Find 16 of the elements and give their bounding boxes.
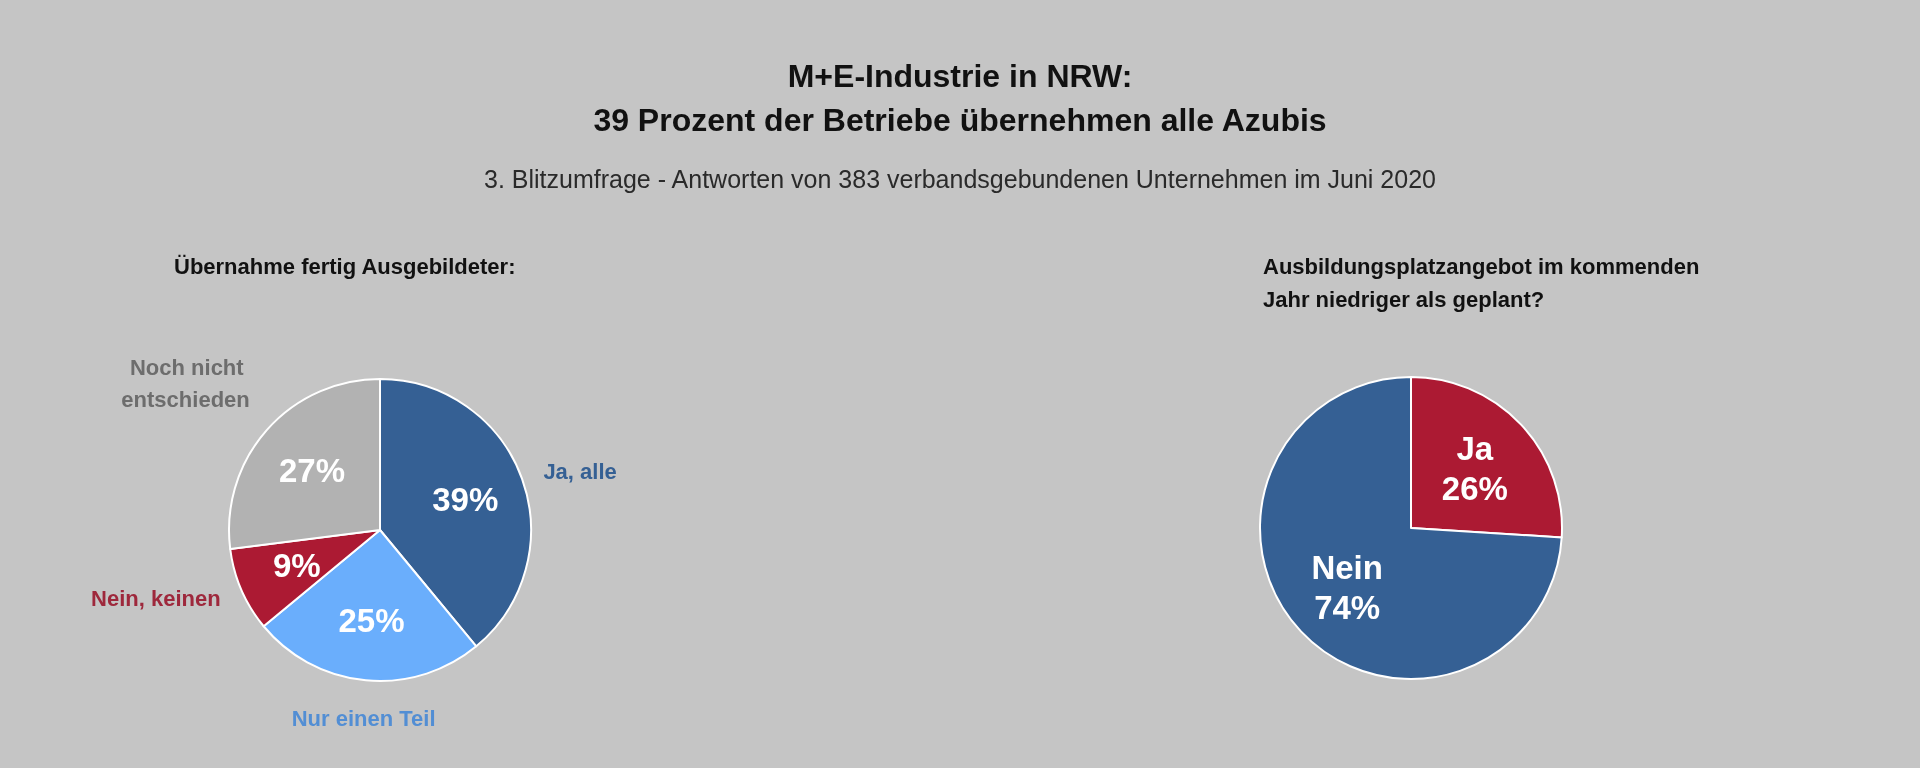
data-label: 27%	[279, 451, 346, 489]
text: 3. Blitzumfrage - Antworten von 383 verbandsgebundenen Unternehmen im Juni 2020	[483, 164, 1437, 195]
slice-label: Nein, keinen	[91, 586, 221, 612]
chart-title: Übernahme fertig Ausgebildeter:	[174, 254, 516, 279]
data-label: 25%	[338, 601, 405, 639]
data-label: 39%	[432, 480, 499, 518]
slice-label: Ja, alle	[543, 458, 617, 484]
chart-title: Ausbildungsplatzangebot im kommenden Jahr niedriger als geplant?	[1263, 254, 1700, 312]
slice-label: Noch nicht entschieden	[121, 354, 250, 412]
data-label: 74%	[1314, 589, 1381, 627]
data-label: 9%	[273, 547, 321, 585]
slice-label: Ja	[1456, 429, 1494, 467]
text: M+E-Industrie in NRW: 39 Prozent der Betriebe übernehmen alle Azubis	[592, 57, 1328, 140]
slice-label: Nein	[1311, 549, 1383, 587]
data-label: 26%	[1441, 469, 1508, 507]
slice-label: Nur einen Teil	[291, 706, 436, 732]
